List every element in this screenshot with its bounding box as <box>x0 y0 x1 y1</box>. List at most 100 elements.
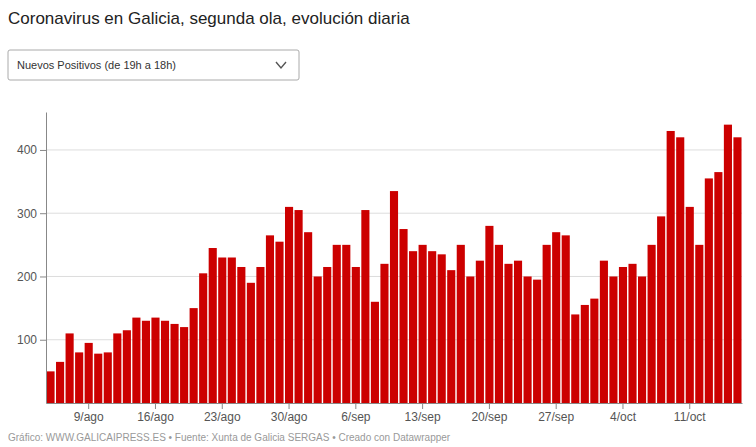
x-tick: 23/ago <box>204 403 241 424</box>
x-tick: 27/sep <box>538 403 574 424</box>
x-tick-mark <box>355 403 356 409</box>
x-tick-label: 30/ago <box>271 410 308 424</box>
bar <box>562 235 570 403</box>
bar <box>447 270 455 403</box>
y-tick: 200 <box>17 270 46 284</box>
x-tick-label: 4/oct <box>610 410 637 424</box>
bar <box>695 245 703 403</box>
x-tick-mark <box>489 403 490 409</box>
bar <box>151 318 159 403</box>
x-tick: 16/ago <box>137 403 174 424</box>
bar <box>600 261 608 403</box>
y-tick: 300 <box>17 207 46 221</box>
bar <box>667 131 675 403</box>
y-tick: 400 <box>17 143 46 157</box>
bar <box>390 191 398 403</box>
bar <box>380 264 388 403</box>
bar <box>275 242 283 403</box>
bar <box>714 172 722 403</box>
bar <box>371 302 379 403</box>
bar <box>457 245 465 403</box>
x-tick-label: 27/sep <box>538 410 574 424</box>
chart: Coronavirus en Galicia, segunda ola, evo… <box>0 0 756 447</box>
dropdown: Nuevos Positivos (de 19h a 18h) <box>8 50 299 80</box>
x-axis: 9/ago16/ago23/ago30/ago6/sep13/sep20/sep… <box>47 403 743 424</box>
bar <box>399 229 407 403</box>
bar <box>323 267 331 403</box>
x-tick-label: 23/ago <box>204 410 241 424</box>
bar <box>161 321 169 403</box>
bar <box>476 261 484 403</box>
bar <box>657 216 665 403</box>
bar <box>581 305 589 403</box>
x-tick-label: 11/oct <box>674 410 706 424</box>
bar <box>543 245 551 403</box>
bar <box>686 207 694 403</box>
bar <box>676 137 684 403</box>
bar <box>209 248 217 403</box>
bar <box>228 258 236 404</box>
bar <box>619 267 627 403</box>
bar <box>361 210 369 403</box>
x-tick: 30/ago <box>271 403 308 424</box>
x-tick-mark <box>88 403 89 409</box>
bars <box>46 125 741 403</box>
y-axis: 100 200 300 400 <box>17 113 47 404</box>
bar <box>247 283 255 403</box>
bar <box>113 333 121 403</box>
plot: 100 200 300 400 9/ago 16/ago 23/ago 30/ago 6/sep… <box>17 113 743 424</box>
x-tick-label: 16/ago <box>137 410 174 424</box>
bar <box>333 245 341 403</box>
y-tick-label: 200 <box>17 270 37 284</box>
bar <box>85 343 93 403</box>
x-tick-mark <box>556 403 557 409</box>
bar <box>342 245 350 403</box>
y-tick-mark <box>40 276 46 277</box>
y-tick-label: 300 <box>17 207 37 221</box>
x-tick: 4/oct <box>610 403 637 424</box>
bar <box>304 232 312 403</box>
bar <box>485 226 493 403</box>
subtitle: Nuevos Positivos (de 19h a 18h) <box>17 59 176 71</box>
bar <box>256 267 264 403</box>
y-tick-mark <box>40 213 46 214</box>
bar <box>142 321 150 403</box>
bar <box>237 267 245 403</box>
bar <box>56 362 64 403</box>
x-tick-mark <box>222 403 223 409</box>
x-tick: 9/ago <box>74 403 104 424</box>
bar <box>46 371 54 403</box>
y-tick: 100 <box>17 333 46 347</box>
bar <box>66 333 74 403</box>
bar <box>514 261 522 403</box>
bar <box>533 280 541 403</box>
bar <box>733 137 741 403</box>
x-tick: 6/sep <box>341 403 371 424</box>
bar <box>285 207 293 403</box>
bar <box>724 125 732 403</box>
bar <box>104 352 112 403</box>
x-tick-label: 6/sep <box>341 410 371 424</box>
bar <box>705 178 713 403</box>
title: Coronavirus en Galicia, segunda ola, evo… <box>8 9 410 28</box>
bar <box>314 276 322 403</box>
bar <box>266 235 274 403</box>
x-tick: 13/sep <box>405 403 441 424</box>
bar <box>504 264 512 403</box>
bar <box>190 308 198 403</box>
x-tick-mark <box>422 403 423 409</box>
grid-line <box>46 149 742 150</box>
bar <box>648 245 656 403</box>
footer: Gráfico: WWW.GALICAIPRESS.ES • Fuente: X… <box>8 432 451 443</box>
bar <box>571 314 579 403</box>
x-tick-label: 13/sep <box>405 410 441 424</box>
y-tick-label: 100 <box>17 333 37 347</box>
bar <box>524 276 532 403</box>
bar <box>495 245 503 403</box>
x-tick-mark <box>155 403 156 409</box>
x-tick-label: 9/ago <box>74 410 104 424</box>
y-tick-mark <box>40 340 46 341</box>
bar <box>609 276 617 403</box>
bar <box>638 276 646 403</box>
dropdown-box <box>8 50 299 80</box>
